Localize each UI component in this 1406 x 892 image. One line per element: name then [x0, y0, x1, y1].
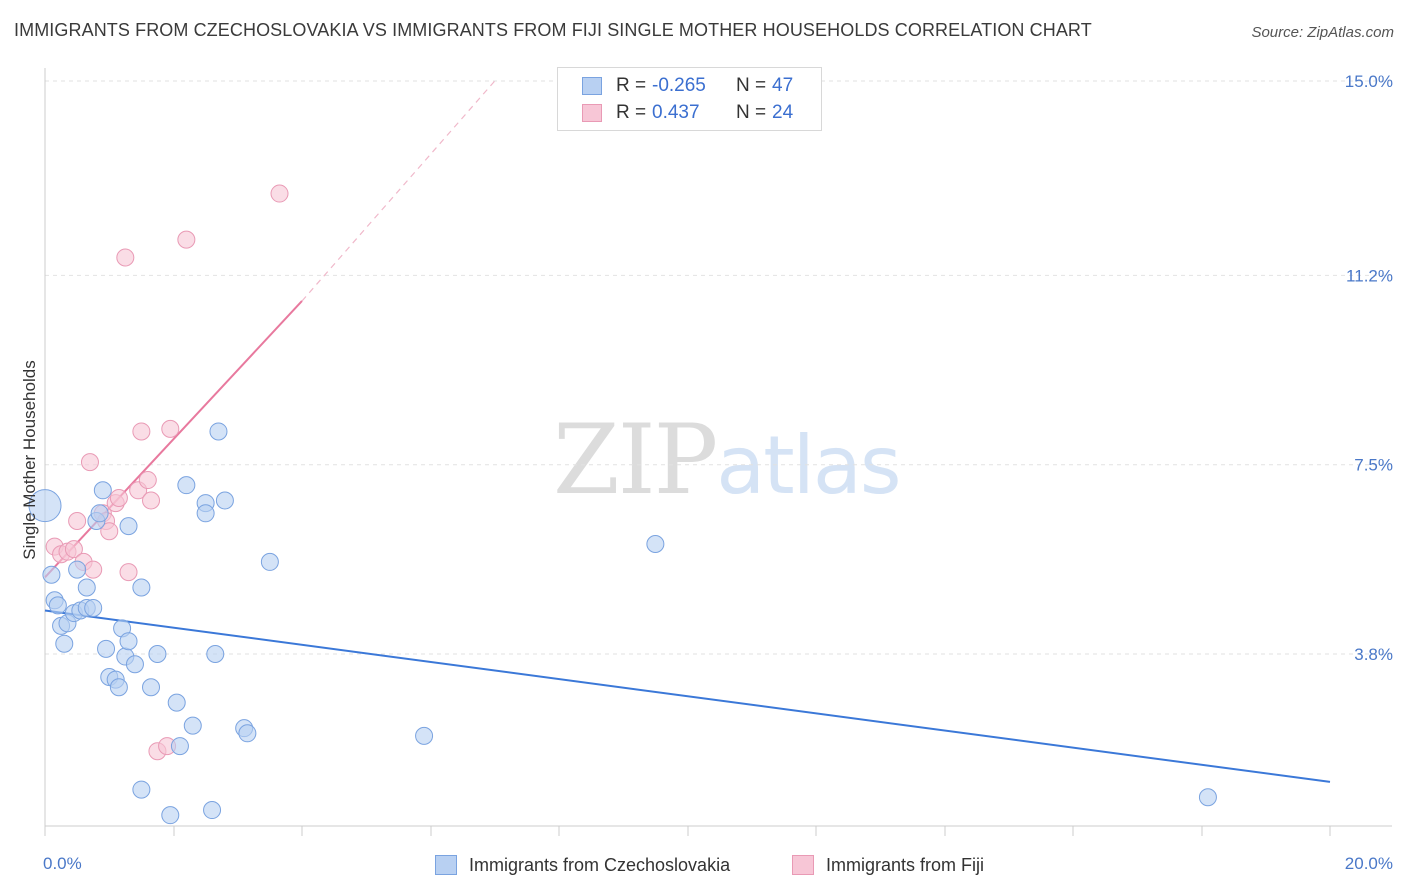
trend-line-czechoslovakia [44, 609, 1331, 783]
point-czechoslovakia-15 [93, 481, 112, 500]
point-fiji-7 [84, 560, 103, 579]
correlation-legend: R = -0.265 N = 47 R = 0.437 N = 24 [557, 67, 822, 131]
trend-extension-fiji [301, 80, 496, 302]
point-fiji-4 [68, 511, 87, 530]
point-fiji-6 [80, 453, 99, 472]
point-fiji-23 [270, 184, 289, 203]
point-czechoslovakia-8 [68, 560, 87, 579]
point-fiji-12 [109, 488, 128, 507]
source-label: Source: ZipAtlas.com [1251, 24, 1394, 41]
legend-swatch-pink [792, 855, 814, 875]
point-czechoslovakia-37 [206, 645, 225, 663]
legend-row-fiji: R = 0.437 N = 24 [582, 101, 793, 125]
point-czechoslovakia-35 [196, 504, 215, 523]
point-czechoslovakia-23 [119, 517, 138, 536]
watermark: ZIPatlas [553, 404, 902, 516]
point-czechoslovakia-27 [142, 678, 161, 697]
watermark-atlas: atlas [716, 419, 901, 512]
point-fiji-10 [100, 522, 119, 541]
legend-label-czechoslovakia: Immigrants from Czechoslovakia [469, 854, 731, 875]
r-value: 0.437 [652, 102, 700, 123]
legend-row-czechoslovakia: R = -0.265 N = 47 [582, 74, 793, 98]
point-fiji-22 [177, 230, 196, 249]
axes [44, 68, 1392, 836]
legend-swatch-blue [582, 77, 602, 95]
point-czechoslovakia-31 [170, 737, 189, 756]
n-label: N = [736, 75, 767, 96]
point-czechoslovakia-41 [238, 724, 257, 743]
point-czechoslovakia-5 [55, 634, 74, 653]
y-tick-label-3: 3.8% [1354, 645, 1393, 664]
point-fiji-13 [116, 248, 135, 267]
y-tick-label-2: 7.5% [1354, 456, 1393, 475]
trend-line-fiji [44, 300, 303, 578]
point-czechoslovakia-29 [161, 806, 180, 825]
x-tick-label-1: 20.0% [1345, 854, 1393, 873]
point-czechoslovakia-33 [183, 716, 202, 735]
point-fiji-16 [132, 422, 151, 441]
point-czechoslovakia-16 [97, 639, 116, 658]
point-czechoslovakia-28 [148, 645, 167, 663]
point-czechoslovakia-26 [132, 780, 151, 799]
point-czechoslovakia-0 [28, 489, 62, 523]
y-axis-label: Single Mother Households [20, 360, 39, 560]
point-fiji-18 [142, 491, 161, 510]
legend-item-fiji: Immigrants from Fiji [792, 852, 984, 878]
n-label: N = [736, 102, 767, 123]
point-fiji-17 [138, 471, 157, 490]
point-czechoslovakia-12 [84, 598, 103, 617]
x-tick-label-0: 0.0% [43, 854, 82, 873]
point-czechoslovakia-45 [1198, 788, 1217, 807]
point-czechoslovakia-11 [77, 578, 96, 597]
point-czechoslovakia-38 [209, 422, 228, 441]
trend-lines [44, 80, 1331, 783]
point-czechoslovakia-32 [177, 476, 196, 495]
point-czechoslovakia-25 [132, 578, 151, 597]
point-czechoslovakia-22 [119, 632, 138, 651]
n-value: 47 [772, 75, 794, 96]
point-czechoslovakia-30 [167, 693, 186, 712]
point-czechoslovakia-1 [42, 565, 61, 584]
point-fiji-3 [64, 540, 83, 559]
point-czechoslovakia-36 [203, 801, 222, 820]
data-points [28, 184, 1217, 825]
point-czechoslovakia-39 [215, 491, 234, 510]
r-value: -0.265 [652, 75, 706, 96]
legend-item-czechoslovakia: Immigrants from Czechoslovakia [435, 852, 730, 878]
y-tick-label-1: 11.2% [1346, 266, 1393, 285]
grid-lines [45, 80, 1392, 655]
legend-swatch-blue [435, 855, 457, 875]
watermark-zip: ZIP [553, 404, 718, 516]
r-label: R = [616, 75, 647, 96]
legend-label-fiji: Immigrants from Fiji [826, 854, 985, 875]
point-czechoslovakia-3 [48, 596, 67, 615]
y-tick-label-0: 15.0% [1345, 72, 1393, 91]
n-value: 24 [772, 102, 794, 123]
point-fiji-14 [119, 563, 138, 582]
point-czechoslovakia-43 [415, 726, 434, 745]
point-fiji-21 [161, 419, 180, 438]
point-czechoslovakia-19 [109, 678, 128, 697]
r-label: R = [616, 102, 647, 123]
point-czechoslovakia-14 [90, 504, 109, 523]
chart-title: IMMIGRANTS FROM CZECHOSLOVAKIA VS IMMIGR… [14, 20, 1092, 40]
point-czechoslovakia-24 [125, 655, 144, 674]
tick-labels: 15.0% 11.2% 7.5% 3.8% 0.0% 20.0% [43, 72, 1393, 873]
point-czechoslovakia-42 [260, 552, 279, 571]
legend-swatch-pink [582, 104, 602, 122]
point-czechoslovakia-44 [646, 535, 665, 554]
